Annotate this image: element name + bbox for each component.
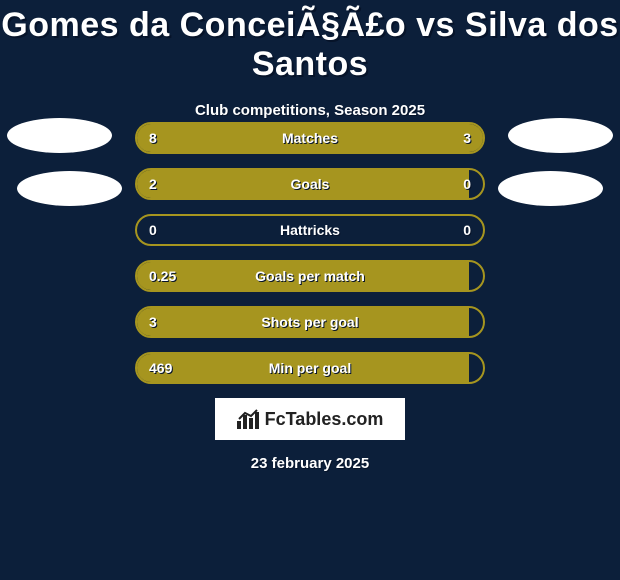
player-right-avatar-1 <box>508 118 613 153</box>
bar-label: Matches <box>137 124 483 152</box>
player-right-avatar-2 <box>498 171 603 206</box>
stat-bar: 3Shots per goal <box>135 306 485 338</box>
player-left-avatar-1 <box>7 118 112 153</box>
chart-icon <box>237 409 259 429</box>
stat-bars: 8Matches32Goals00Hattricks00.25Goals per… <box>135 122 485 398</box>
stat-bar: 2Goals0 <box>135 168 485 200</box>
bar-label: Goals per match <box>137 262 483 290</box>
stat-bar: 469Min per goal <box>135 352 485 384</box>
bar-label: Shots per goal <box>137 308 483 336</box>
branding-text: FcTables.com <box>265 409 384 430</box>
page-subtitle: Club competitions, Season 2025 <box>0 102 620 119</box>
bar-value-right: 0 <box>463 216 471 244</box>
page-title: Gomes da ConceiÃ§Ã£o vs Silva dos Santos <box>0 0 620 84</box>
bar-label: Min per goal <box>137 354 483 382</box>
bar-label: Goals <box>137 170 483 198</box>
bar-label: Hattricks <box>137 216 483 244</box>
footer-date: 23 february 2025 <box>0 455 620 472</box>
bar-value-right: 3 <box>463 124 471 152</box>
branding-logo: FcTables.com <box>212 395 408 443</box>
stat-bar: 0Hattricks0 <box>135 214 485 246</box>
stat-bar: 0.25Goals per match <box>135 260 485 292</box>
player-left-avatar-2 <box>17 171 122 206</box>
stat-bar: 8Matches3 <box>135 122 485 154</box>
bar-value-right: 0 <box>463 170 471 198</box>
